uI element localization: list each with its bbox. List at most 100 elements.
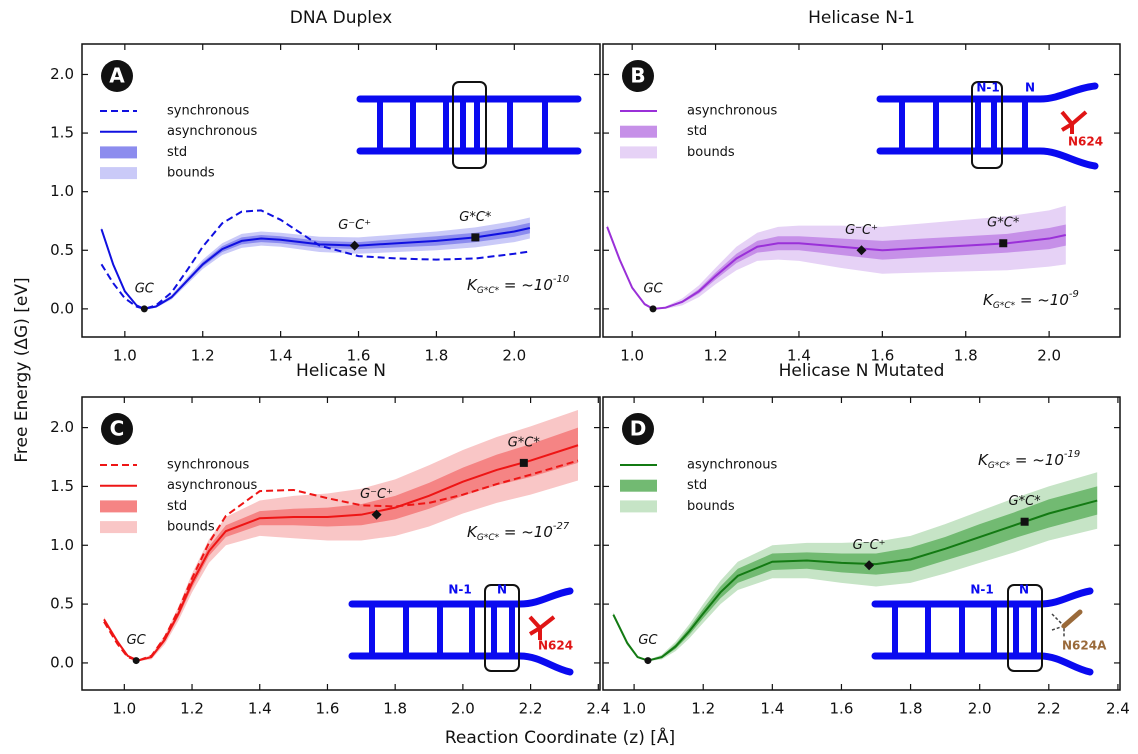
panel-badge <box>101 60 133 92</box>
legend-label: std <box>167 145 187 160</box>
x-tick-label: 2.0 <box>968 700 992 718</box>
dna-rung <box>899 99 1028 151</box>
inset-helicase-n: N-1 N N624 <box>348 583 574 676</box>
dna-rail <box>871 587 1094 676</box>
panel-badge <box>622 413 654 445</box>
panel-title: Helicase N <box>296 361 386 381</box>
inset-label: N624 <box>1068 135 1103 149</box>
inset-label: N-1 <box>976 81 999 95</box>
curve <box>100 209 531 310</box>
panel-letter: B <box>630 64 645 88</box>
legend-label: asynchronous <box>687 458 778 473</box>
k-label: KG*C* = ~10-10 <box>467 274 569 296</box>
y-tick-label: 1.0 <box>50 536 74 554</box>
x-tick-label: 2.2 <box>519 700 543 718</box>
inset-label: N624A <box>1062 639 1107 653</box>
panel-title: Helicase N Mutated <box>779 361 945 381</box>
point-label: GC <box>135 281 155 296</box>
point <box>856 245 867 256</box>
legend-label: synchronous <box>167 458 250 473</box>
x-tick-label: 1.8 <box>424 347 448 365</box>
inset-label: N <box>1019 583 1029 597</box>
x-tick-label: 1.4 <box>760 700 784 718</box>
x-tick-label: 1.2 <box>691 700 715 718</box>
dna-rail <box>348 587 574 676</box>
point <box>349 240 360 251</box>
x-tick-label: 1.6 <box>830 700 854 718</box>
y-tick-label: 0.5 <box>50 241 74 259</box>
dna-rung <box>369 604 515 656</box>
point-label: G*C* <box>1009 494 1042 509</box>
inset-label: N-1 <box>448 583 471 597</box>
point-label: G*C* <box>459 210 492 225</box>
point <box>371 509 382 520</box>
highlight-box <box>1007 584 1043 672</box>
k-label-part: G*C* <box>477 286 500 296</box>
point <box>649 305 657 313</box>
frame <box>81 43 601 338</box>
point <box>519 458 528 467</box>
point-label: GC <box>127 633 147 648</box>
x-tick-label: 1.0 <box>622 700 646 718</box>
panel-letter: A <box>109 64 125 88</box>
x-tick-label: 1.6 <box>316 700 340 718</box>
k-label-part: -27 <box>553 521 570 532</box>
legend-swatch <box>100 146 137 159</box>
inset-helicase-n-mutated: N-1 N N624A <box>871 583 1107 676</box>
legend-label: synchronous <box>167 104 250 119</box>
legend-label: asynchronous <box>687 104 778 119</box>
legend-label: std <box>687 124 707 139</box>
y-tick-label: 1.5 <box>50 477 74 495</box>
y-tick-label: 1.5 <box>50 124 74 142</box>
point <box>1020 517 1029 526</box>
x-tick-label: 1.0 <box>620 347 644 365</box>
band <box>607 205 1066 310</box>
y-tick-label: 2.0 <box>50 65 74 83</box>
legend-label: bounds <box>167 166 215 181</box>
inset-dna-duplex <box>356 81 582 169</box>
x-tick-label: 2.2 <box>1037 700 1061 718</box>
k-label-part: -19 <box>1064 449 1080 460</box>
frame <box>602 43 1121 338</box>
x-tick-label: 1.6 <box>347 347 371 365</box>
x-tick-label: 2.0 <box>502 347 526 365</box>
x-tick-label: 1.8 <box>899 700 923 718</box>
legend-swatch <box>620 479 657 492</box>
x-tick-label: 1.0 <box>113 347 137 365</box>
point-label: G⁻C⁺ <box>853 538 886 553</box>
panel-badge <box>622 60 654 92</box>
highlight-box <box>484 584 520 672</box>
x-tick-label: 2.4 <box>1106 700 1130 718</box>
point-label: GC <box>643 281 663 296</box>
dna-rail <box>876 82 1099 170</box>
band <box>104 427 578 661</box>
point <box>999 239 1008 248</box>
highlight-box <box>452 81 487 169</box>
x-tick-label: 1.0 <box>112 700 136 718</box>
x-axis-label: Reaction Coordinate (z) [Å] <box>445 726 675 748</box>
panel-letter: D <box>630 417 647 441</box>
y-tick-label: 1.0 <box>50 182 74 200</box>
residue <box>1060 110 1088 134</box>
point <box>140 305 148 313</box>
legend-label: std <box>167 499 187 514</box>
point <box>644 657 652 665</box>
x-tick-label: 1.2 <box>191 347 215 365</box>
k-label-part: G*C* <box>993 301 1016 311</box>
curve <box>103 444 579 662</box>
k-label-part: K <box>467 523 478 541</box>
inset-label: N624 <box>538 639 573 653</box>
k-label-part: K <box>978 451 989 469</box>
y-tick-label: 0.0 <box>50 653 74 671</box>
x-tick-label: 2.0 <box>1037 347 1061 365</box>
k-label-part: -9 <box>1069 289 1079 300</box>
point-label: G⁻C⁺ <box>360 487 393 502</box>
plot-area <box>606 205 1067 310</box>
legend-label: asynchronous <box>167 478 258 493</box>
point <box>471 233 480 242</box>
k-label: KG*C* = ~10-27 <box>467 521 570 543</box>
curve <box>100 227 531 310</box>
